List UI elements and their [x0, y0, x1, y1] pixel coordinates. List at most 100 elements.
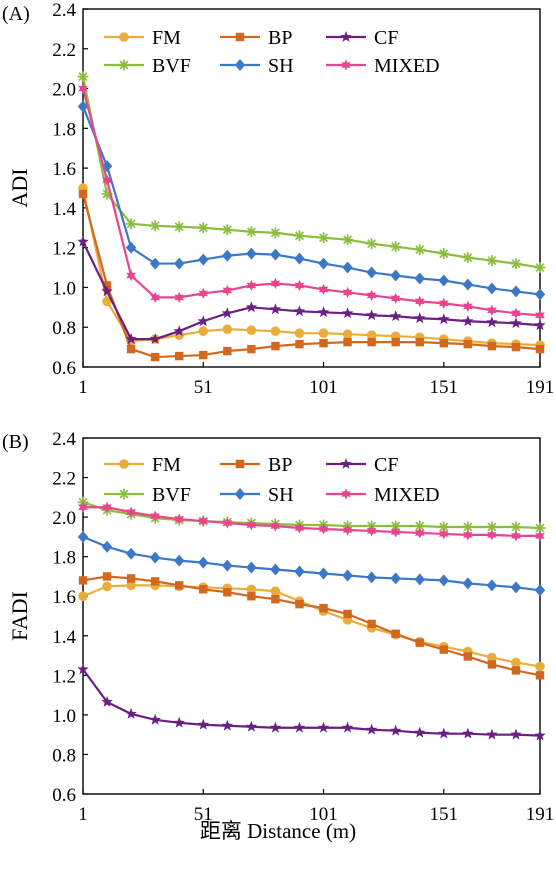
legend-marker-mixed	[341, 488, 351, 500]
data-point-mixed	[78, 501, 88, 513]
data-point-bvf	[438, 521, 450, 533]
data-point-bp	[319, 338, 328, 348]
data-point-mixed	[487, 304, 497, 316]
data-point-cf	[486, 728, 498, 740]
data-point-mixed	[270, 520, 281, 532]
legend-marker-bvf	[118, 59, 130, 71]
data-point-bp	[295, 339, 304, 349]
legend-label-mixed: MIXED	[374, 484, 440, 506]
data-point-bp	[78, 576, 88, 585]
data-point-cf	[245, 720, 258, 732]
y-tick-label: 2.0	[52, 508, 76, 529]
data-point-bp	[199, 350, 208, 360]
data-point-bp	[439, 338, 448, 348]
data-point-cf	[197, 718, 209, 730]
data-point-sh	[294, 565, 305, 578]
data-point-bp	[150, 577, 160, 586]
data-point-sh	[318, 567, 329, 580]
data-point-cf	[365, 309, 378, 321]
y-tick-label: 2.4	[52, 429, 76, 450]
data-point-sh	[222, 249, 233, 262]
data-point-cf	[414, 312, 426, 324]
data-point-bvf	[77, 71, 89, 83]
data-point-sh	[270, 248, 281, 261]
series-mixed	[78, 82, 545, 321]
chart-panel-b: 0.60.81.01.21.41.61.82.02.22.41 51 101 151 1…	[2, 429, 554, 825]
data-point-cf	[149, 333, 161, 345]
data-point-fm	[294, 328, 305, 338]
data-point-cf	[462, 727, 474, 739]
series-line-sh	[81, 106, 541, 296]
legend-marker-bvf	[118, 488, 130, 500]
legend-marker-bp	[235, 459, 245, 469]
legend-label-sh: SH	[268, 484, 294, 506]
data-point-bp	[511, 666, 521, 675]
data-point-cf	[341, 721, 354, 733]
data-point-fm	[126, 580, 136, 591]
legend-marker-fm	[119, 32, 129, 42]
data-point-bp	[78, 189, 88, 199]
data-point-bp	[199, 585, 208, 594]
series-sh	[77, 100, 546, 301]
legend-marker-cf	[340, 458, 352, 469]
data-point-bp	[223, 346, 232, 356]
data-point-fm	[366, 330, 377, 340]
data-point-mixed	[198, 287, 209, 300]
series-bvf	[77, 71, 546, 274]
data-point-cf	[221, 719, 234, 731]
data-point-cf	[486, 316, 498, 328]
y-tick-label: 0.6	[52, 358, 76, 379]
data-point-cf	[365, 723, 378, 735]
data-point-mixed	[318, 523, 329, 535]
data-point-sh	[198, 253, 209, 266]
y-tick-label: 1.4	[52, 199, 76, 220]
x-tick-label: 1	[78, 804, 88, 825]
data-point-bvf	[534, 262, 546, 274]
data-point-fm	[270, 586, 281, 597]
data-point-bvf	[438, 248, 450, 260]
data-point-fm	[102, 296, 112, 307]
data-point-bp	[463, 652, 473, 661]
data-point-bp	[175, 351, 184, 361]
legend-label-cf: CF	[374, 27, 398, 49]
series-sh	[77, 530, 546, 597]
data-point-cf	[534, 319, 546, 331]
data-point-mixed	[174, 291, 185, 303]
data-point-sh	[342, 261, 353, 274]
x-tick-label: 191	[526, 804, 555, 825]
data-point-sh	[486, 579, 498, 592]
data-point-bvf	[510, 258, 522, 270]
data-point-bvf	[414, 244, 426, 256]
data-point-bvf	[342, 234, 354, 246]
data-point-cf	[317, 721, 330, 733]
data-point-bp	[319, 603, 328, 613]
data-point-fm	[270, 326, 281, 337]
data-point-sh	[486, 282, 498, 295]
series-cf	[77, 235, 546, 345]
data-point-mixed	[414, 295, 425, 307]
data-point-fm	[487, 652, 497, 663]
data-point-sh	[77, 100, 89, 113]
y-tick-label: 1.2	[52, 239, 76, 260]
plot-frame	[82, 437, 541, 795]
data-point-cf	[317, 306, 330, 318]
data-point-bp	[343, 609, 352, 619]
data-point-sh	[77, 530, 89, 543]
data-point-bp	[271, 594, 280, 604]
data-point-bvf	[486, 521, 498, 533]
data-point-cf	[269, 721, 282, 733]
data-point-bp	[271, 341, 280, 351]
y-tick-label: 1.6	[52, 159, 76, 180]
data-point-bp	[295, 599, 304, 609]
y-tick-label: 1.8	[52, 119, 76, 140]
data-point-mixed	[102, 174, 112, 186]
data-point-cf	[125, 333, 137, 345]
data-point-mixed	[511, 307, 521, 319]
data-point-sh	[174, 257, 185, 270]
legend: FM BP CF BVF SH MIXED	[104, 454, 440, 506]
data-point-fm	[535, 661, 545, 672]
y-tick-label: 2.2	[52, 469, 76, 490]
data-point-bp	[223, 588, 232, 597]
data-point-sh	[246, 561, 257, 574]
data-point-sh	[390, 572, 401, 585]
